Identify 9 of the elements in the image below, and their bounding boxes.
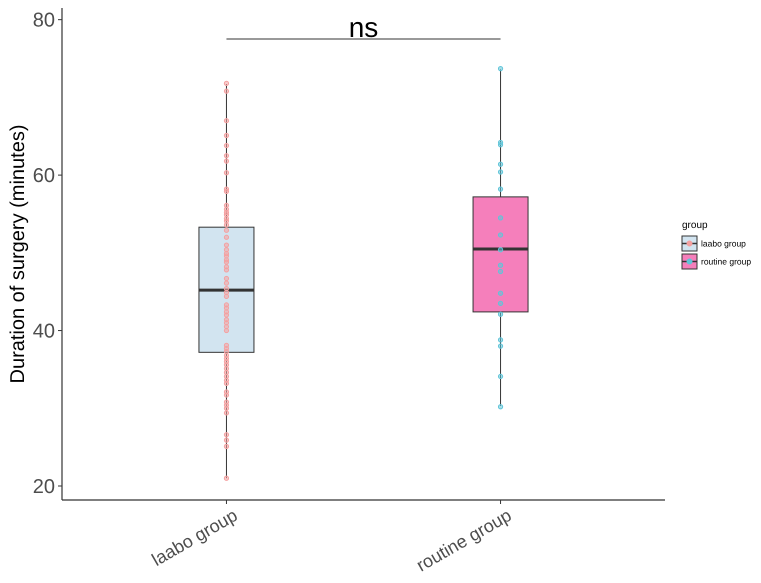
y-tick-label: 20	[32, 476, 55, 498]
legend-title: group	[682, 220, 708, 231]
annotation: ns	[348, 12, 378, 43]
legend-label: routine group	[701, 256, 752, 266]
y-axis-title: Duration of surgery (minutes)	[7, 124, 29, 384]
legend-label: laabo group	[701, 238, 746, 248]
y-tick-label: 60	[32, 165, 55, 188]
y-tick-label: 80	[32, 10, 55, 32]
y-tick-label: 40	[32, 320, 55, 343]
